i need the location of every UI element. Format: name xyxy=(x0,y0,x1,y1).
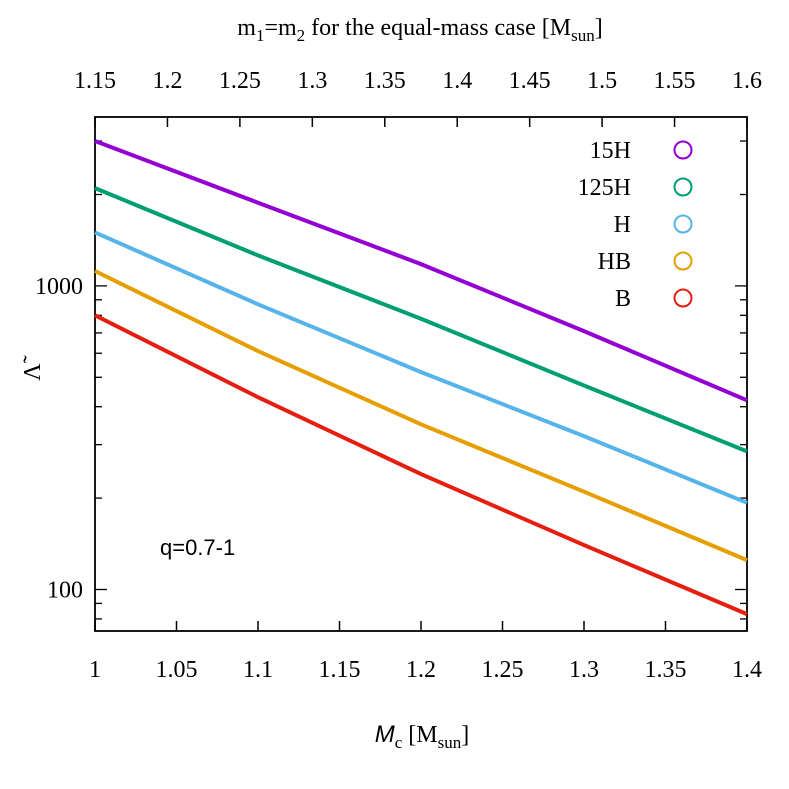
top-tick-label: 1.4 xyxy=(442,68,472,94)
top-tick-label: 1.15 xyxy=(74,68,116,94)
x-tick-label: 1 xyxy=(89,657,101,683)
legend-label-hb: HB xyxy=(598,249,631,275)
y-axis-label: Λ̃ xyxy=(20,355,46,380)
top-tick-label: 1.5 xyxy=(587,68,617,94)
series-line-15h xyxy=(94,139,748,403)
y-tick-label: 1000 xyxy=(35,274,83,300)
legend-label-125h: 125H xyxy=(578,175,631,201)
x-tick-label: 1.05 xyxy=(156,657,198,683)
legend-marker-hb xyxy=(673,251,693,271)
x-tick-label: 1.3 xyxy=(569,657,599,683)
x-tick-label: 1.15 xyxy=(319,657,361,683)
legend-label-h: H xyxy=(614,212,631,238)
x-axis-label: Mc [Msun] xyxy=(375,721,470,752)
series-line-hb xyxy=(94,269,748,562)
top-tick-label: 1.45 xyxy=(509,68,551,94)
top-tick-label: 1.35 xyxy=(364,68,406,94)
top-tick-label: 1.6 xyxy=(732,68,762,94)
x-tick-label: 1.35 xyxy=(645,657,687,683)
top-tick-label: 1.3 xyxy=(297,68,327,94)
y-tick-labels: 100 1000 xyxy=(35,274,83,604)
legend-marker-h xyxy=(673,214,693,234)
series-line-b xyxy=(94,313,748,616)
series-line-h xyxy=(94,230,748,505)
annotation-q-range: q=0.7-1 xyxy=(160,535,235,560)
top-axis-label: m1=m2 for the equal-mass case [Msun] xyxy=(237,15,602,45)
top-tick-label: 1.55 xyxy=(654,68,696,94)
top-tick-labels: 1.15 1.2 1.25 1.3 1.35 1.4 1.45 1.5 1.55 1.6 xyxy=(74,68,762,94)
legend-label-15h: 15H xyxy=(590,138,631,164)
x-tick-label: 1.2 xyxy=(406,657,436,683)
x-tick-label: 1.4 xyxy=(732,657,762,683)
legend-marker-15h xyxy=(673,140,693,160)
x-tick-label: 1.25 xyxy=(482,657,524,683)
y-tick-label: 100 xyxy=(47,578,83,604)
top-tick-label: 1.2 xyxy=(152,68,182,94)
legend-label-b: B xyxy=(615,286,631,312)
series-line-125h xyxy=(94,186,748,454)
legend-marker-b xyxy=(673,288,693,308)
legend-marker-125h xyxy=(673,177,693,197)
x-tick-labels: 1 1.05 1.1 1.15 1.2 1.25 1.3 1.35 1.4 xyxy=(89,657,762,683)
x-tick-label: 1.1 xyxy=(243,657,273,683)
top-tick-label: 1.25 xyxy=(219,68,261,94)
legend: 15H 125H H HB B xyxy=(578,138,693,312)
series-lines xyxy=(94,139,748,616)
